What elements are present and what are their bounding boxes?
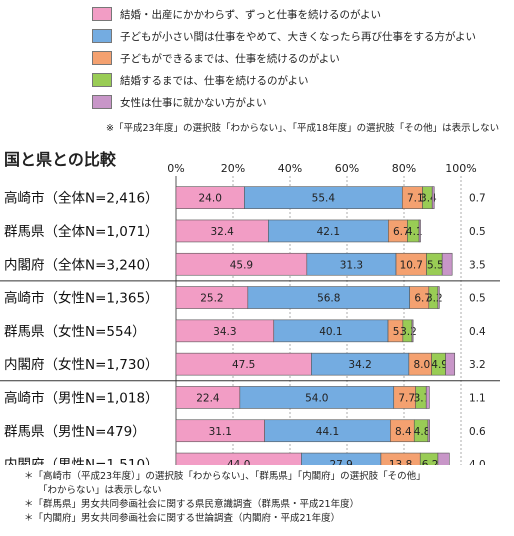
data-label: 54.0: [305, 392, 328, 404]
data-label: 8.4: [395, 426, 412, 438]
x-tick-label: 100%: [445, 162, 476, 175]
legend-label: 結婚するまでは、仕事を続けるのがよい: [120, 74, 309, 87]
data-label: 4.1: [406, 226, 423, 238]
bar-segment: [425, 386, 430, 409]
legend-label: 子どもができるまでは、仕事を続けるのがよい: [120, 52, 340, 65]
bar-segment: [427, 419, 430, 443]
data-label: 34.3: [213, 326, 236, 338]
legend-note: ※「平成23年度」の選択肢「わからない」、「平成18年度」の選択肢「その他」は表…: [106, 123, 500, 134]
legend-swatch: [92, 7, 112, 21]
x-tick-label: 20%: [221, 162, 245, 175]
data-label: 47.5: [232, 359, 255, 371]
legend-item: 子どもができるまでは、仕事を続けるのがよい: [92, 50, 340, 66]
data-label: 22.4: [196, 392, 220, 404]
legend-label: 子どもが小さい間は仕事をやめて、大きくなったら再び仕事をする方がよい: [120, 30, 476, 43]
data-label: 6.7: [393, 226, 410, 238]
data-label: 7.7: [398, 392, 415, 404]
data-label: 45.9: [230, 259, 253, 271]
category-label: 内閣府（全体N=3,240）: [4, 256, 159, 273]
legend-label: 結婚・出産にかかわらず、ずっと仕事を続けるのがよい: [120, 8, 382, 21]
category-label: 群馬県（男性N=479）: [4, 424, 146, 440]
legend-item: 結婚するまでは、仕事を続けるのがよい: [92, 72, 308, 88]
footnote: ＊「内閣府」男女共同参画社会に関する世論調査（内閣府・平成21年度）: [24, 513, 341, 524]
data-label: 0.7: [469, 193, 486, 205]
category-label: 高崎市（男性N=1,018）: [4, 389, 159, 406]
data-label: 42.1: [317, 226, 340, 238]
bar-segment: [418, 219, 421, 243]
category-label: 群馬県（女性N=554）: [4, 323, 146, 340]
data-label: 31.3: [340, 259, 363, 271]
data-label: 6.2: [422, 459, 439, 465]
legend-swatch: [92, 95, 112, 109]
category-label: 高崎市（女性N=1,365）: [4, 290, 159, 307]
data-label: 34.2: [348, 359, 371, 371]
chart-title: 国と県との比較: [4, 150, 116, 169]
legend-swatch: [92, 51, 112, 65]
data-label: 0.6: [469, 426, 486, 438]
data-label: 7.1: [407, 193, 424, 205]
data-label: 56.8: [317, 293, 340, 305]
data-label: 3.2: [426, 293, 443, 305]
data-label: 8.0: [413, 359, 430, 371]
stacked-bar-chart: 0% 20% 40% 60% 80% 100% 高崎市（全体N=2,416） 24.0 55.4…: [0, 162, 500, 465]
data-label: 4.9: [431, 359, 448, 371]
data-label: 13.8: [389, 459, 412, 465]
data-label: 3.5: [469, 259, 486, 271]
data-label: 5.5: [427, 259, 444, 271]
category-label: 内閣府（男性N=1,510）: [4, 457, 159, 465]
data-label: 25.2: [200, 293, 223, 305]
data-label: 0.5: [469, 293, 486, 305]
bar-segment: [431, 186, 435, 209]
data-label: 31.1: [209, 426, 232, 438]
bar-segment: [441, 252, 453, 276]
data-label: 44.0: [227, 459, 250, 465]
data-label: 4.0: [469, 459, 486, 465]
footnote: 「わからない」は表示しない: [38, 485, 162, 496]
data-label: 0.5: [469, 226, 486, 238]
bar-segment: [411, 319, 414, 343]
data-label: 32.4: [210, 226, 234, 238]
bar-segment: [437, 286, 440, 309]
data-label: 1.1: [469, 392, 486, 404]
x-tick-label: 40%: [278, 162, 302, 175]
data-label: 3.2: [469, 359, 486, 371]
data-label: 10.7: [400, 259, 423, 271]
category-label: 内閣府（女性N=1,730）: [4, 356, 159, 373]
data-label: 6.7: [414, 293, 431, 305]
legend-swatch: [92, 29, 112, 43]
bar-segment: [445, 352, 456, 376]
legend-item: 女性は仕事に就かない方がよい: [92, 94, 266, 110]
data-label: 44.1: [316, 426, 339, 438]
legend: 結婚・出産にかかわらず、ずっと仕事を続けるのがよい 子どもが小さい間は仕事をやめ…: [92, 6, 507, 134]
x-tick-label: 60%: [335, 162, 359, 175]
x-tick-label: 0%: [167, 162, 184, 175]
legend-swatch: [92, 73, 112, 87]
x-tick-label: 80%: [392, 162, 416, 175]
legend-label: 女性は仕事に就かない方がよい: [120, 96, 267, 109]
data-label: 24.0: [199, 193, 222, 205]
data-label: 3.2: [400, 326, 417, 338]
footnote: ＊「群馬県」男女共同参画社会に関する県民意識調査（群馬県・平成21年度）: [24, 499, 360, 510]
data-label: 27.9: [329, 459, 352, 465]
legend-item: 結婚・出産にかかわらず、ずっと仕事を続けるのがよい: [92, 6, 381, 22]
footnote: ＊「高崎市（平成23年度）」の選択肢「わからない」、「群馬県」「内閣府」の選択肢…: [24, 471, 426, 482]
category-label: 高崎市（全体N=2,416）: [4, 190, 159, 207]
data-label: 40.1: [319, 326, 342, 338]
legend-item: 子どもが小さい間は仕事をやめて、大きくなったら再び仕事をする方がよい: [92, 28, 476, 44]
data-label: 0.4: [469, 326, 486, 338]
data-label: 55.4: [312, 193, 336, 205]
category-label: 群馬県（全体N=1,071）: [4, 223, 159, 240]
footnotes: ＊「高崎市（平成23年度）」の選択肢「わからない」、「群馬県」「内閣府」の選択肢…: [24, 470, 426, 526]
data-label: 4.8: [414, 426, 431, 438]
bar-segment: [437, 452, 450, 465]
